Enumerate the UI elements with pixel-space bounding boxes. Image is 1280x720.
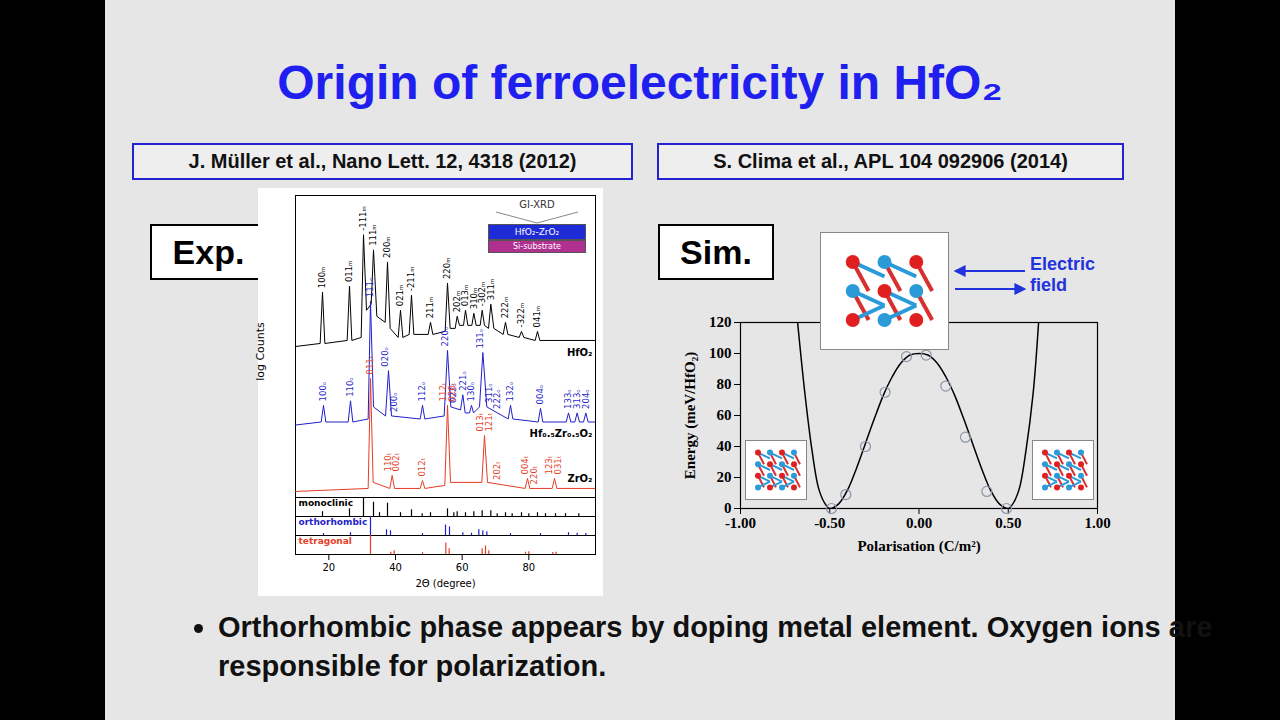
svg-text:60: 60 [717,407,732,423]
svg-text:orthorhombic: orthorhombic [299,517,368,527]
svg-text:20: 20 [322,562,335,573]
svg-text:Polarisation (C/m²): Polarisation (C/m²) [857,538,980,555]
svg-text:031ₜ: 031ₜ [553,456,563,475]
svg-text:80: 80 [522,562,535,573]
html-text:Exp.: Exp. [172,233,245,271]
svg-text:60: 60 [456,562,469,573]
svg-text:313ₒ: 313ₒ [571,389,582,409]
html-text:Origin of ferroelectricity in: Origin of ferroelectricity in HfO₂ [277,56,1003,109]
svg-text:013ₜ: 013ₜ [474,412,485,432]
svg-text:311ₒ: 311ₒ [483,383,494,403]
svg-text:110ₒ: 110ₒ [345,377,355,397]
svg-text:HfO₂: HfO₂ [567,347,593,358]
svg-text:204ₒ: 204ₒ [581,389,591,409]
svg-text:132ₒ: 132ₒ [505,382,515,402]
svg-text:100ₘ: 100ₘ [317,267,327,289]
svg-text:-111ₘ: -111ₘ [358,206,368,231]
svg-text:monoclinic: monoclinic [299,498,353,508]
svg-text:123ₜ: 123ₜ [544,455,555,475]
svg-text:013ₘ: 013ₘ [460,284,471,307]
svg-text:221ₒ: 221ₒ [457,371,468,391]
svg-text:-322ₘ: -322ₘ [516,303,526,328]
svg-text:40: 40 [717,438,732,454]
svg-text:004ₜ: 004ₜ [519,455,530,475]
svg-text:121ₜ: 121ₜ [484,413,494,432]
svg-text:202ₜ: 202ₜ [492,461,502,480]
svg-text:80: 80 [717,376,732,392]
svg-text:002ₜ: 002ₜ [391,453,401,472]
svg-text:311ₘ: 311ₘ [486,279,496,301]
html-text:GI-XRD: GI-XRD [519,199,555,210]
svg-text:222ₘ: 222ₘ [500,297,510,319]
html-text:log Counts: log Counts [253,322,267,381]
svg-text:310ₘ: 310ₘ [468,287,479,310]
svg-text:041ₘ: 041ₘ [532,306,542,328]
html-text:Sim.: Sim. [680,233,752,271]
svg-text:004ₒ: 004ₒ [535,385,545,405]
svg-text:130ₒ: 130ₒ [466,382,476,402]
svg-text:200ₘ: 200ₘ [382,236,392,258]
svg-text:220ₘ: 220ₘ [442,258,452,280]
svg-text:ZrO₂: ZrO₂ [567,473,592,484]
svg-text:0.00: 0.00 [906,515,932,531]
html-text:J. Müller et al., Nano Lett. 1: J. Müller et al., Nano Lett. 12, 4318 (2… [188,150,577,172]
svg-text:40: 40 [389,562,402,573]
svg-text:220ₒ: 220ₒ [440,327,450,347]
svg-text:112ₜ: 112ₜ [437,382,448,402]
svg-text:111ₒ: 111ₒ [365,277,375,297]
svg-text:021ₘ: 021ₘ [395,285,405,307]
html-text:Orthorhombic phase appears by: Orthorhombic phase appears by doping met… [218,611,1213,682]
svg-text:-211ₘ: -211ₘ [406,267,416,292]
svg-text:1.00: 1.00 [1084,515,1110,531]
svg-text:220ₜ: 220ₜ [529,466,539,485]
svg-text:Hf₀.₅Zr₀.₅O₂: Hf₀.₅Zr₀.₅O₂ [530,428,593,439]
html-text:S. Clima et al., APL 104 09290: S. Clima et al., APL 104 092906 (2014) [713,150,1068,172]
svg-text:112ₒ: 112ₒ [417,382,427,402]
svg-text:-302ₘ: -302ₘ [476,281,487,307]
svg-text:012ₜ: 012ₜ [417,458,427,477]
svg-text:011ₜ: 011ₜ [365,356,375,375]
svg-text:222ₒ: 222ₒ [492,389,502,409]
svg-text:200ₒ: 200ₒ [389,392,399,412]
svg-text:020ₒ: 020ₒ [380,347,390,367]
svg-text:202ₘ: 202ₘ [451,290,462,313]
svg-text:2Θ (degree): 2Θ (degree) [415,578,475,589]
svg-text:-0.50: -0.50 [814,515,845,531]
html-text:Si-substrate: Si-substrate [513,242,561,251]
svg-text:211ₘ: 211ₘ [425,297,435,319]
svg-text:131ₒ: 131ₒ [475,329,485,349]
svg-text:011ₘ: 011ₘ [344,261,354,283]
svg-text:100ₒ: 100ₒ [318,382,328,402]
svg-text:tetragonal: tetragonal [299,536,352,546]
svg-text:0.50: 0.50 [995,515,1021,531]
svg-text:110ₜ: 110ₜ [382,452,393,472]
svg-text:20: 20 [717,469,732,485]
svg-text:120: 120 [709,314,732,330]
svg-text:133ₒ: 133ₒ [563,389,574,409]
html-text:Electric field: Electric field [1030,254,1095,295]
svg-text:0: 0 [724,500,732,516]
svg-text:Energy (meV/HfO₂): Energy (meV/HfO₂) [682,352,699,479]
svg-text:020ₜ: 020ₜ [447,383,457,402]
svg-text:-1.00: -1.00 [725,515,756,531]
html-text:HfO₂-ZrO₂: HfO₂-ZrO₂ [514,227,560,237]
svg-text:100: 100 [709,345,732,361]
svg-text:111ₘ: 111ₘ [368,224,378,246]
